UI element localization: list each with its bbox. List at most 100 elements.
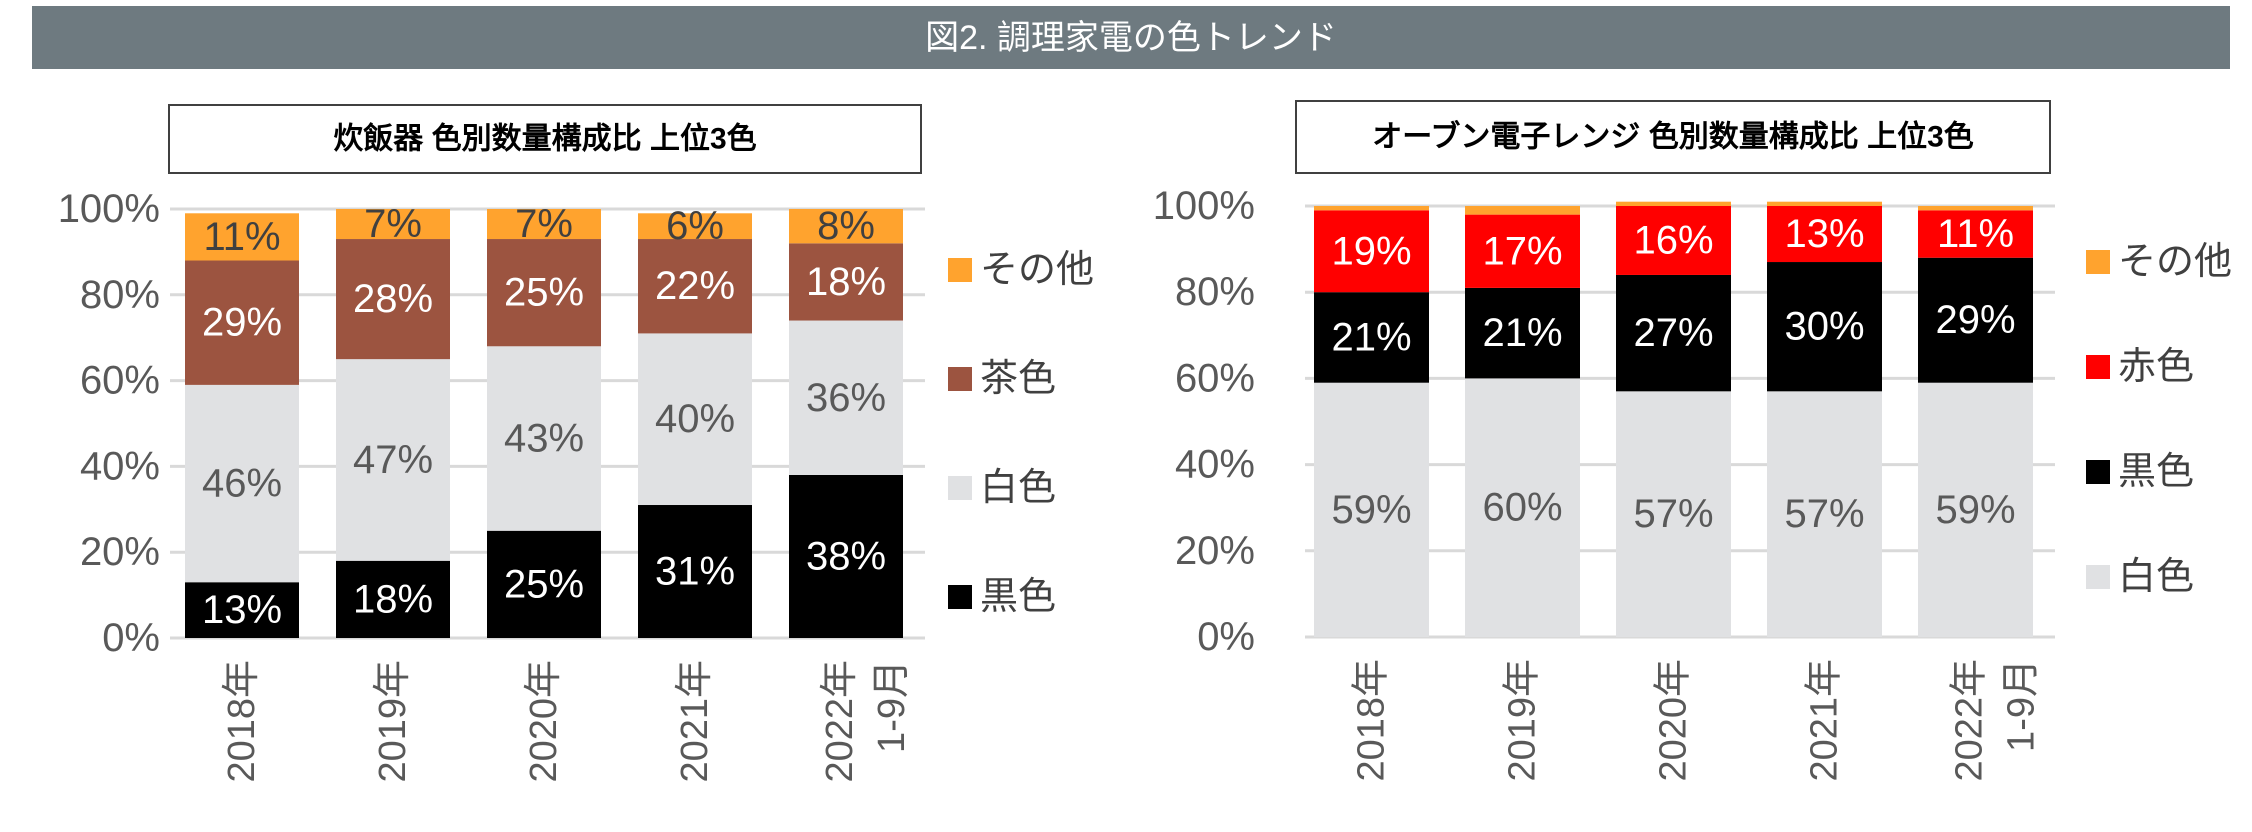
bar-segment-その他 <box>1918 206 2033 211</box>
data-label: 11% <box>203 215 280 259</box>
bar-segment-黒色 <box>1616 274 1731 392</box>
bar-segment-黒色 <box>1314 292 1429 383</box>
legend-swatch <box>948 258 972 282</box>
bar-segment-白色 <box>638 333 752 506</box>
bar-segment-茶色 <box>336 239 450 360</box>
chart-title: オーブン電子レンジ 色別数量構成比 上位3色 <box>1372 120 1974 154</box>
data-label: 28% <box>353 277 433 321</box>
legend-label: 赤色 <box>2118 346 2194 388</box>
data-label: 57% <box>1633 492 1713 536</box>
bar-segment-赤色 <box>1767 206 1882 263</box>
x-tick-label: 2020年 <box>523 660 565 783</box>
legend-swatch <box>2086 565 2110 589</box>
x-tick-label: 2021年 <box>1804 659 1846 782</box>
y-tick-label: 80% <box>80 273 160 317</box>
bar-segment-黒色 <box>336 560 450 638</box>
bar-segment-白色 <box>336 359 450 561</box>
chart-title: 炊飯器 色別数量構成比 上位3色 <box>333 122 756 156</box>
data-label: 18% <box>353 577 433 621</box>
y-tick-label: 60% <box>80 359 160 403</box>
x-tick-label: 2019年 <box>1502 659 1544 782</box>
bar-segment-茶色 <box>487 239 601 347</box>
bar-segment-茶色 <box>638 239 752 334</box>
data-label: 59% <box>1331 488 1411 532</box>
bar-segment-黒色 <box>1465 287 1580 379</box>
data-label: 46% <box>202 462 282 506</box>
data-label: 7% <box>364 202 422 246</box>
x-tick-label: 2018年 <box>1351 659 1393 782</box>
bar-segment-白色 <box>487 346 601 531</box>
data-label: 7% <box>515 202 573 246</box>
legend-swatch <box>2086 250 2110 274</box>
x-tick-label: 2021年 <box>674 660 716 783</box>
legend-label: 黒色 <box>980 576 1056 618</box>
legend-swatch <box>948 585 972 609</box>
y-tick-label: 100% <box>58 187 160 231</box>
bar-segment-その他 <box>185 213 299 261</box>
x-tick-label: 1-9月 <box>2001 659 2043 752</box>
bar-segment-黒色 <box>487 530 601 638</box>
data-label: 19% <box>1331 229 1411 273</box>
data-label: 8% <box>817 204 875 248</box>
bar-segment-茶色 <box>789 243 903 321</box>
legend-swatch <box>948 367 972 391</box>
bar-segment-その他 <box>1465 206 1580 215</box>
bar-segment-その他 <box>789 209 903 244</box>
y-tick-label: 40% <box>1175 443 1255 487</box>
bar-segment-黒色 <box>185 582 299 638</box>
data-label: 21% <box>1482 311 1562 355</box>
data-label: 57% <box>1784 492 1864 536</box>
y-tick-label: 0% <box>1197 615 1255 659</box>
y-tick-label: 60% <box>1175 356 1255 400</box>
bar-segment-白色 <box>1767 391 1882 637</box>
bar-segment-茶色 <box>185 260 299 385</box>
x-tick-label: 2018年 <box>221 660 263 783</box>
data-label: 27% <box>1633 311 1713 355</box>
data-label: 13% <box>1784 212 1864 256</box>
data-label: 30% <box>1784 305 1864 349</box>
bar-segment-黒色 <box>1918 257 2033 383</box>
bar-segment-その他 <box>1767 201 1882 206</box>
legend-label: 白色 <box>980 467 1056 509</box>
x-tick-label: 2019年 <box>372 660 414 783</box>
chart-title-box <box>1295 100 2051 174</box>
bar-segment-その他 <box>1314 206 1429 211</box>
bar-segment-白色 <box>789 320 903 475</box>
data-label: 17% <box>1482 229 1562 273</box>
data-label: 29% <box>1935 298 2015 342</box>
microwave-oven-chart: オーブン電子レンジ 色別数量構成比 上位3色 0% 20% 40% 60% 80% 100%… <box>1153 100 2232 782</box>
bar-segment-黒色 <box>1767 262 1882 392</box>
y-tick-label: 100% <box>1153 184 1255 228</box>
bar-segment-赤色 <box>1616 206 1731 275</box>
bar-segment-赤色 <box>1465 214 1580 288</box>
data-label: 6% <box>666 204 724 248</box>
data-label: 43% <box>504 417 584 461</box>
bar-segment-その他 <box>1616 201 1731 206</box>
bar-segment-赤色 <box>1314 210 1429 293</box>
bar-segment-白色 <box>1465 378 1580 637</box>
data-label: 22% <box>655 264 735 308</box>
bar-segment-白色 <box>1918 382 2033 637</box>
legend-label: 白色 <box>2118 556 2194 598</box>
header-title: 図2. 調理家電の色トレンド <box>925 19 1337 57</box>
header-bar <box>32 6 2230 69</box>
rice-cooker-chart: 炊飯器 色別数量構成比 上位3色 0% 20% 40% 60% 80% 100% 13% 46%… <box>58 104 1094 783</box>
data-label: 36% <box>806 376 886 420</box>
data-label: 29% <box>202 301 282 345</box>
bar-segment-その他 <box>487 209 601 240</box>
y-tick-label: 0% <box>102 616 160 660</box>
data-label: 16% <box>1633 218 1713 262</box>
y-tick-label: 20% <box>80 530 160 574</box>
data-label: 47% <box>353 438 433 482</box>
legend-label: その他 <box>980 249 1094 291</box>
legend-label: 黒色 <box>2118 451 2194 493</box>
y-tick-label: 40% <box>80 444 160 488</box>
bar-segment-黒色 <box>789 474 903 638</box>
legend-label: 茶色 <box>980 358 1056 400</box>
legend-swatch <box>948 476 972 500</box>
y-tick-label: 20% <box>1175 529 1255 573</box>
bar-segment-白色 <box>1314 382 1429 637</box>
x-tick-label: 2022年 <box>819 660 861 783</box>
bar-segment-赤色 <box>1918 210 2033 258</box>
